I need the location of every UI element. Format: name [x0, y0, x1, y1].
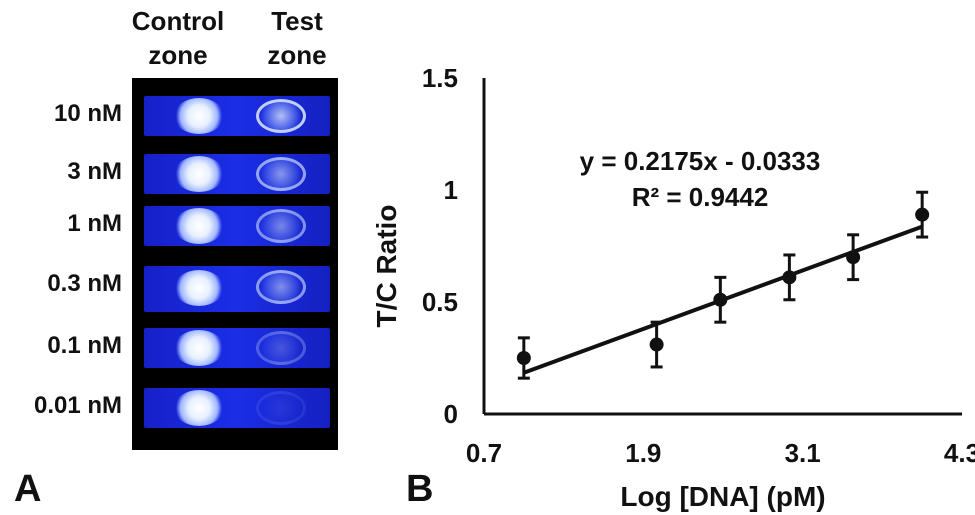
test-strip: [144, 328, 330, 368]
data-point: [846, 250, 861, 265]
control-spot: [174, 330, 224, 366]
data-point: [649, 337, 664, 352]
x-tick-label: 3.1: [785, 438, 821, 468]
test-strip: [144, 154, 330, 194]
test-spot: [256, 270, 306, 304]
x-tick-label: 0.7: [466, 438, 502, 468]
test-spot: [256, 391, 306, 425]
control-spot: [174, 156, 224, 192]
data-point: [782, 270, 797, 285]
panel-b-letter: B: [406, 468, 434, 510]
test-spot: [256, 157, 306, 191]
trendline-equation: y = 0.2175x - 0.0333: [579, 146, 821, 176]
test-zone-label: Test zone: [242, 4, 352, 72]
test-strip: [144, 266, 330, 312]
control-zone-line1: Control: [131, 6, 225, 36]
control-zone-label: Control zone: [108, 4, 248, 72]
data-point: [915, 207, 930, 222]
y-tick-label: 1.5: [422, 63, 458, 93]
concentration-label: 1 nM: [67, 210, 122, 237]
test-zone-line2: zone: [267, 40, 327, 70]
y-axis-label: T/C Ratio: [371, 205, 402, 328]
test-zone-line1: Test: [271, 6, 323, 36]
panel-a-letter: A: [14, 468, 42, 510]
strip-image-panel: [132, 78, 338, 450]
concentration-label: 0.3 nM: [47, 270, 122, 297]
test-strip: [144, 96, 330, 136]
y-tick-label: 1: [444, 175, 458, 205]
control-spot: [174, 208, 224, 244]
control-spot: [174, 98, 224, 134]
test-strip: [144, 388, 330, 428]
control-spot: [174, 390, 224, 426]
test-spot: [256, 331, 306, 365]
concentration-label: 0.1 nM: [47, 332, 122, 359]
concentration-label: 3 nM: [67, 158, 122, 185]
test-strip: [144, 206, 330, 246]
concentration-label: 10 nM: [53, 100, 122, 127]
r-squared-label: R² = 0.9442: [631, 182, 769, 212]
test-spot: [256, 99, 306, 133]
x-tick-label: 4.3: [944, 438, 975, 468]
x-axis-label: Log [DNA] (pM): [620, 481, 825, 512]
concentration-label: 0.01 nM: [33, 392, 122, 419]
control-spot: [174, 270, 224, 306]
test-spot: [256, 209, 306, 243]
control-zone-line2: zone: [148, 40, 208, 70]
data-point: [516, 351, 531, 365]
x-tick-label: 1.9: [625, 438, 661, 468]
y-tick-label: 0.5: [422, 287, 458, 317]
data-point: [713, 292, 728, 307]
y-tick-label: 0: [444, 399, 458, 429]
